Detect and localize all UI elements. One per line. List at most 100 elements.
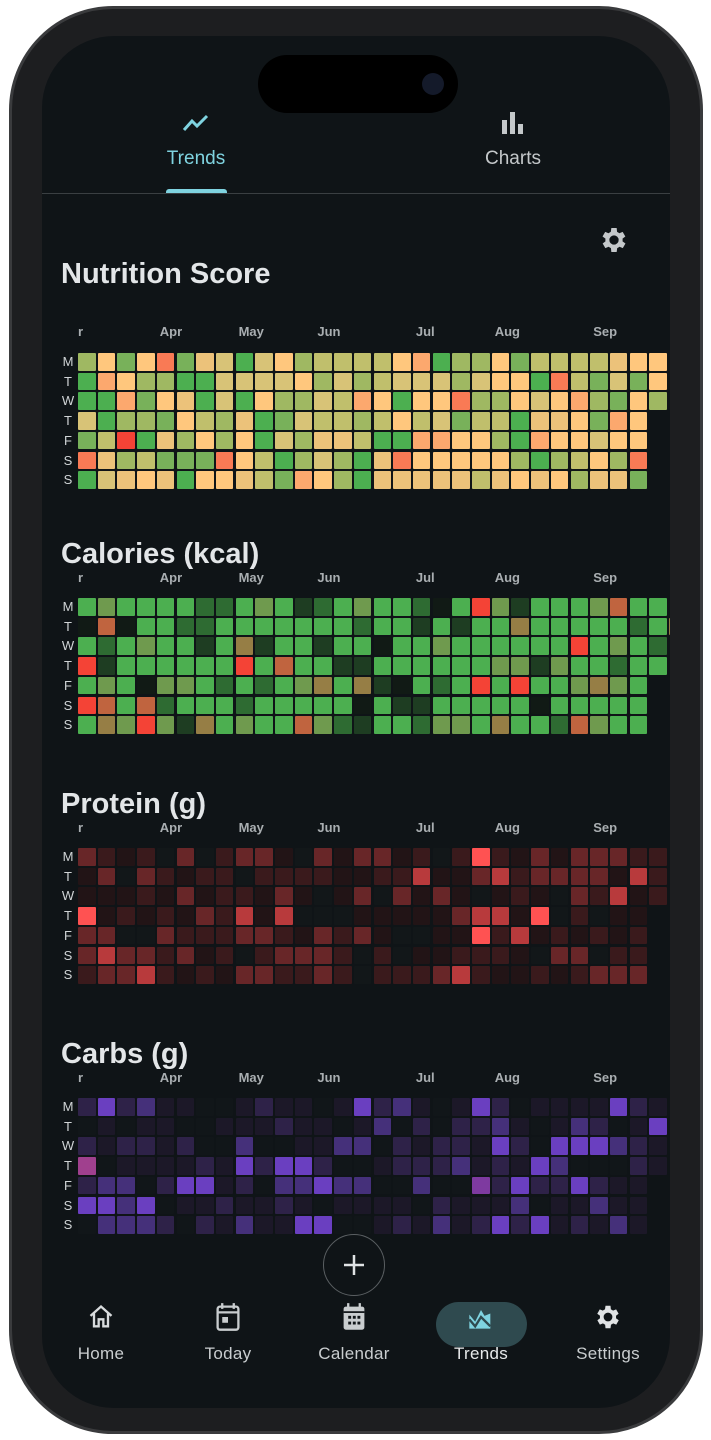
heatmap-cell[interactable] (452, 1117, 470, 1136)
heatmap-cell[interactable] (176, 887, 194, 905)
heatmap-cell[interactable] (117, 637, 135, 655)
heatmap-cell[interactable] (412, 451, 431, 469)
heatmap-cell[interactable] (97, 1098, 116, 1116)
heatmap-cell[interactable] (97, 867, 116, 886)
heatmap-cell[interactable] (609, 372, 628, 391)
heatmap-cell[interactable] (432, 696, 451, 714)
heatmap-cell[interactable] (235, 1157, 254, 1175)
heatmap-cell[interactable] (649, 1137, 667, 1155)
heatmap-cell[interactable] (511, 1216, 529, 1234)
heatmap-cell[interactable] (215, 471, 234, 489)
heatmap-cell[interactable] (550, 1137, 569, 1155)
heatmap-cell[interactable] (314, 867, 332, 886)
heatmap-cell[interactable] (452, 966, 470, 984)
heatmap-cell[interactable] (78, 966, 96, 984)
heatmap-cell[interactable] (176, 716, 194, 734)
heatmap-cell[interactable] (452, 1137, 470, 1155)
heatmap-cell[interactable] (491, 353, 510, 371)
heatmap-cell[interactable] (570, 657, 588, 675)
heatmap-cell[interactable] (97, 471, 116, 489)
heatmap-cell[interactable] (432, 887, 451, 905)
heatmap-cell[interactable] (432, 657, 451, 675)
heatmap-cell[interactable] (275, 471, 293, 489)
heatmap-cell[interactable] (472, 1176, 490, 1195)
heatmap-cell[interactable] (511, 637, 529, 655)
heatmap-cell[interactable] (294, 887, 313, 905)
heatmap-cell[interactable] (609, 637, 628, 655)
heatmap-cell[interactable] (452, 1098, 470, 1116)
heatmap-cell[interactable] (570, 353, 588, 371)
heatmap-cell[interactable] (314, 412, 332, 430)
heatmap-cell[interactable] (176, 966, 194, 984)
heatmap-cell[interactable] (590, 412, 608, 430)
heatmap-cell[interactable] (472, 1216, 490, 1234)
heatmap-cell[interactable] (570, 1117, 588, 1136)
heatmap-cell[interactable] (156, 1196, 175, 1214)
heatmap-cell[interactable] (570, 412, 588, 430)
heatmap-cell[interactable] (314, 657, 332, 675)
heatmap-cell[interactable] (590, 1098, 608, 1116)
heatmap-cell[interactable] (531, 1117, 549, 1136)
heatmap-cell[interactable] (353, 716, 372, 734)
heatmap-cell[interactable] (97, 431, 116, 450)
heatmap-cell[interactable] (511, 1137, 529, 1155)
heatmap-cell[interactable] (117, 657, 135, 675)
heatmap-cell[interactable] (176, 848, 194, 866)
heatmap-cell[interactable] (491, 696, 510, 714)
heatmap-cell[interactable] (235, 637, 254, 655)
heatmap-cell[interactable] (472, 907, 490, 925)
heatmap-cell[interactable] (176, 1117, 194, 1136)
heatmap-cell[interactable] (235, 907, 254, 925)
heatmap-cell[interactable] (176, 598, 194, 616)
heatmap-cell[interactable] (215, 1117, 234, 1136)
heatmap-cell[interactable] (393, 1196, 411, 1214)
heatmap-cell[interactable] (215, 696, 234, 714)
heatmap-cell[interactable] (412, 412, 431, 430)
heatmap-cell[interactable] (412, 887, 431, 905)
heatmap-cell[interactable] (373, 412, 391, 430)
heatmap-cell[interactable] (452, 637, 470, 655)
heatmap-cell[interactable] (550, 431, 569, 450)
heatmap-cell[interactable] (78, 907, 96, 925)
heatmap-cell[interactable] (412, 676, 431, 695)
heatmap-cell[interactable] (215, 412, 234, 430)
heatmap-cell[interactable] (235, 431, 254, 450)
heatmap-cell[interactable] (275, 1216, 293, 1234)
heatmap-cell[interactable] (78, 637, 96, 655)
heatmap-cell[interactable] (176, 372, 194, 391)
heatmap-cell[interactable] (412, 1196, 431, 1214)
heatmap-cell[interactable] (531, 392, 549, 410)
heatmap-cell[interactable] (393, 598, 411, 616)
heatmap-cell[interactable] (570, 1216, 588, 1234)
heatmap-cell[interactable] (629, 848, 648, 866)
heatmap-cell[interactable] (275, 716, 293, 734)
heatmap-cell[interactable] (97, 372, 116, 391)
heatmap-cell[interactable] (373, 1098, 391, 1116)
heatmap-cell[interactable] (275, 451, 293, 469)
heatmap-cell[interactable] (117, 1157, 135, 1175)
heatmap-cell[interactable] (334, 1117, 352, 1136)
heatmap-cell[interactable] (97, 848, 116, 866)
heatmap-cell[interactable] (511, 1117, 529, 1136)
heatmap-cell[interactable] (432, 848, 451, 866)
heatmap-cell[interactable] (491, 867, 510, 886)
heatmap-cell[interactable] (137, 617, 155, 636)
heatmap-cell[interactable] (570, 1196, 588, 1214)
heatmap-cell[interactable] (215, 926, 234, 945)
heatmap-cell[interactable] (275, 431, 293, 450)
heatmap-cell[interactable] (491, 1176, 510, 1195)
heatmap-cell[interactable] (550, 412, 569, 430)
heatmap-cell[interactable] (393, 966, 411, 984)
tab-charts[interactable]: Charts (453, 106, 573, 170)
heatmap-cell[interactable] (137, 598, 155, 616)
heatmap-cell[interactable] (511, 926, 529, 945)
heatmap-cell[interactable] (373, 696, 391, 714)
heatmap-cell[interactable] (491, 946, 510, 964)
heatmap-cell[interactable] (373, 1196, 391, 1214)
heatmap-cell[interactable] (215, 657, 234, 675)
heatmap-cell[interactable] (117, 676, 135, 695)
heatmap-cell[interactable] (137, 1176, 155, 1195)
heatmap-cell[interactable] (491, 676, 510, 695)
heatmap-cell[interactable] (472, 676, 490, 695)
heatmap-cell[interactable] (275, 1196, 293, 1214)
